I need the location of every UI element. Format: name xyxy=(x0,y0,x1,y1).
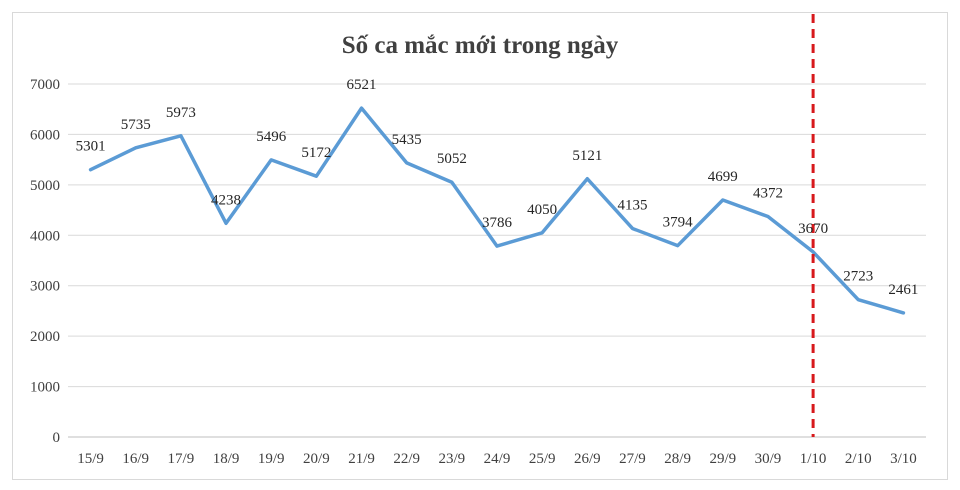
y-tick-label: 3000 xyxy=(30,279,60,295)
data-label: 3786 xyxy=(482,215,513,231)
x-tick-label: 15/9 xyxy=(77,451,104,467)
series-line xyxy=(88,106,906,315)
data-label: 3670 xyxy=(798,221,828,237)
data-labels: 5301 5735 5973 4238 5496 5172 6521 5435 5052 3786… xyxy=(76,77,919,298)
data-label: 4050 xyxy=(527,202,557,218)
x-tick-label: 21/9 xyxy=(348,451,375,467)
x-tick-label: 1/10 xyxy=(800,451,827,467)
y-tick-label: 1000 xyxy=(30,380,60,396)
data-label: 5496 xyxy=(256,129,287,145)
chart-frame xyxy=(12,12,948,480)
data-label: 5301 xyxy=(76,139,106,155)
data-label: 5435 xyxy=(392,132,422,148)
data-label: 5735 xyxy=(121,117,151,133)
x-tick-label: 26/9 xyxy=(574,451,601,467)
data-label: 5172 xyxy=(301,145,331,161)
x-tick-label: 19/9 xyxy=(258,451,285,467)
gridlines xyxy=(68,83,926,388)
y-tick-label: 2000 xyxy=(30,329,60,345)
chart-title: Số ca mắc mới trong ngày xyxy=(342,32,619,59)
x-axis-ticks: 15/9 16/9 17/9 18/9 19/9 20/9 21/9 22/9 23/9 24/9… xyxy=(77,451,917,467)
y-tick-label: 7000 xyxy=(30,77,60,93)
series-layer xyxy=(88,106,906,315)
data-label: 3794 xyxy=(663,215,694,231)
data-label: 4699 xyxy=(708,169,738,185)
y-tick-label: 4000 xyxy=(30,228,60,244)
data-label: 6521 xyxy=(347,77,377,93)
x-tick-label: 17/9 xyxy=(168,451,195,467)
y-tick-label: 6000 xyxy=(30,127,60,143)
x-tick-label: 3/10 xyxy=(890,451,917,467)
x-tick-label: 16/9 xyxy=(122,451,149,467)
x-tick-label: 22/9 xyxy=(393,451,420,467)
x-tick-label: 28/9 xyxy=(664,451,691,467)
x-tick-label: 27/9 xyxy=(619,451,646,467)
data-label: 5121 xyxy=(572,148,602,164)
y-axis-ticks: 0 1000 2000 3000 4000 5000 6000 7000 xyxy=(30,77,60,446)
x-tick-label: 20/9 xyxy=(303,451,330,467)
data-label: 4372 xyxy=(753,186,783,202)
data-label: 4135 xyxy=(617,197,647,213)
data-label: 5052 xyxy=(437,151,467,167)
data-label: 5973 xyxy=(166,105,196,121)
x-tick-label: 25/9 xyxy=(529,451,556,467)
x-tick-label: 29/9 xyxy=(709,451,736,467)
data-label: 2461 xyxy=(888,282,918,298)
y-tick-label: 5000 xyxy=(30,178,60,194)
x-tick-label: 23/9 xyxy=(439,451,466,467)
y-tick-label: 0 xyxy=(53,430,61,446)
data-label: 2723 xyxy=(843,269,873,285)
data-label: 4238 xyxy=(211,192,241,208)
x-tick-label: 30/9 xyxy=(755,451,782,467)
x-tick-label: 24/9 xyxy=(484,451,511,467)
x-tick-label: 18/9 xyxy=(213,451,240,467)
x-tick-label: 2/10 xyxy=(845,451,872,467)
